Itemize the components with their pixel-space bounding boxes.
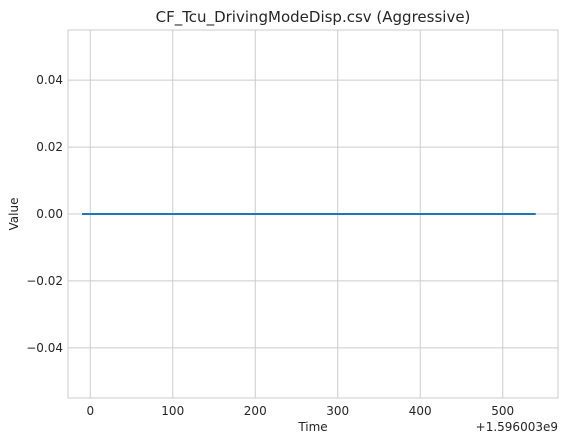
x-tick-label: 300 [326,404,349,418]
y-tick-label: 0.02 [36,140,63,154]
y-tick-label: −0.02 [26,274,63,288]
x-tick-label: 0 [86,404,94,418]
x-tick-label: 200 [244,404,267,418]
y-axis-label: Value [7,198,21,231]
y-tick-label: 0.00 [36,207,63,221]
chart-title: CF_Tcu_DrivingModeDisp.csv (Aggressive) [156,8,471,27]
x-tick-label: 500 [491,404,514,418]
ticks: 0 100 200 300 400 500 −0.04 −0.02 0.00 0.02 0.04 [26,73,514,418]
x-tick-label: 100 [161,404,184,418]
plot-frame [67,29,559,399]
y-tick-label: 0.04 [36,73,63,87]
x-axis-label: Time [297,420,327,434]
y-tick-label: −0.04 [26,341,63,355]
x-tick-label: 400 [409,404,432,418]
x-offset-label: +1.596003e9 [476,420,558,434]
